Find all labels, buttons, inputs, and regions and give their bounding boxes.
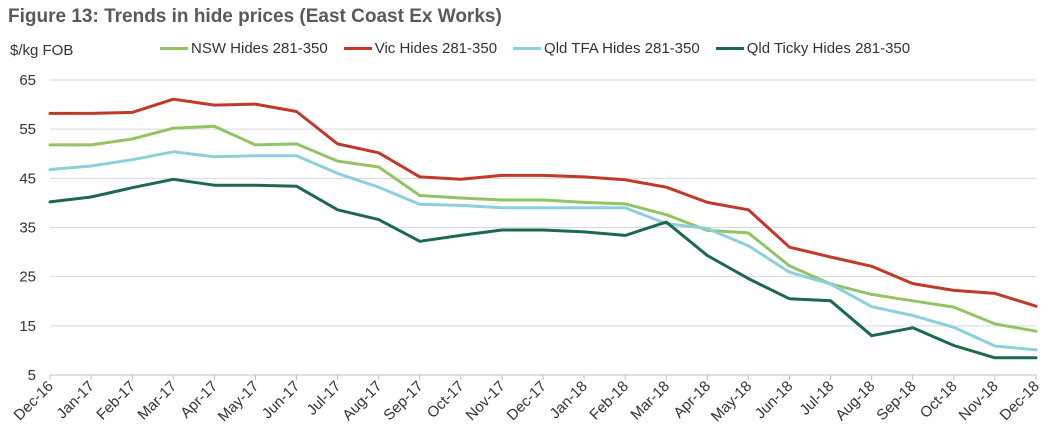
x-tick-label: Aug-17	[339, 378, 385, 424]
legend-label-vic: Vic Hides 281-350	[374, 40, 498, 57]
x-tick-label: Mar-17	[134, 378, 180, 424]
y-tick-label: 65	[19, 72, 36, 89]
x-tick-label: Dec-16	[11, 378, 57, 424]
x-tick-label: Oct-17	[424, 378, 468, 422]
x-tick-label: Sep-17	[380, 378, 426, 424]
chart-title: Figure 13: Trends in hide prices (East C…	[8, 6, 502, 27]
y-tick-label: 55	[19, 121, 36, 138]
legend-item-qld-ticky: Qld Ticky Hides 281-350	[715, 40, 911, 57]
x-tick-label: Apr-17	[177, 378, 221, 422]
y-axis-label: $/kg FOB	[10, 42, 74, 59]
y-tick-label: 5	[28, 367, 36, 384]
legend-swatch-vic	[343, 47, 372, 50]
legend-item-vic: Vic Hides 281-350	[343, 40, 498, 57]
y-tick-label: 25	[19, 269, 36, 286]
legend-swatch-qld-tfa	[513, 47, 542, 50]
x-tick-label: May-17	[215, 378, 262, 425]
x-tick-label: Oct-18	[917, 378, 961, 422]
x-tick-label: Jan-18	[546, 378, 590, 422]
x-tick-label: Nov-18	[956, 378, 1002, 424]
x-tick-label: Feb-17	[93, 378, 139, 424]
x-tick-label: Sep-18	[873, 378, 919, 424]
x-tick-label: Dec-17	[504, 378, 550, 424]
x-tick-label: Jun-17	[259, 378, 303, 422]
x-tick-label: Feb-18	[586, 378, 632, 424]
x-tick-label: Dec-18	[997, 378, 1043, 424]
legend-item-qld-tfa: Qld TFA Hides 281-350	[513, 40, 700, 57]
x-tick-label: Jul-17	[303, 378, 344, 419]
series-line-3	[48, 177, 1038, 360]
series-line-1	[48, 97, 1038, 308]
legend-swatch-nsw	[160, 47, 188, 50]
series-line-2	[48, 150, 1038, 352]
legend-label-nsw: NSW Hides 281-350	[191, 40, 328, 57]
x-tick-label: Jun-18	[752, 378, 796, 422]
x-tick-label: Jan-17	[53, 378, 97, 422]
x-tick-label: Jul-18	[796, 378, 837, 419]
x-tick-label: Apr-18	[670, 378, 714, 422]
x-tick-label: Aug-18	[832, 378, 878, 424]
y-tick-label: 45	[19, 170, 36, 187]
x-tick-label: May-18	[708, 378, 755, 425]
series-line-0	[48, 124, 1038, 333]
x-tick-label: Mar-18	[627, 378, 673, 424]
legend-swatch-qld-ticky	[715, 47, 744, 50]
x-tick-label: Nov-17	[463, 378, 509, 424]
legend-label-qld-ticky: Qld Ticky Hides 281-350	[746, 40, 911, 57]
legend-item-nsw: NSW Hides 281-350	[160, 40, 328, 57]
legend-label-qld-tfa: Qld TFA Hides 281-350	[544, 40, 700, 57]
chart-legend: NSW Hides 281-350 Vic Hides 281-350 Qld …	[160, 40, 910, 57]
y-tick-label: 35	[19, 220, 36, 237]
y-tick-label: 15	[19, 318, 36, 335]
